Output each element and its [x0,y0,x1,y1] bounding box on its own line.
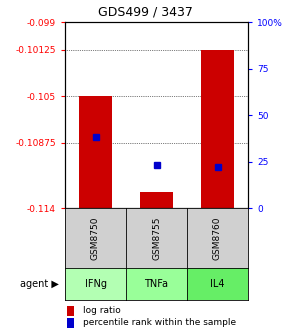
Text: agent ▶: agent ▶ [20,279,59,289]
Text: percentile rank within the sample: percentile rank within the sample [83,319,236,328]
Bar [140,192,173,208]
Text: GSM8760: GSM8760 [213,216,222,260]
Text: GSM8750: GSM8750 [91,216,100,260]
Text: log ratio: log ratio [83,306,120,316]
Text: GDS499 / 3437: GDS499 / 3437 [97,5,193,18]
Text: TNFa: TNFa [144,279,168,289]
Bar [79,96,112,208]
Text: IFNg: IFNg [84,279,106,289]
Text: IL4: IL4 [210,279,225,289]
Text: GSM8755: GSM8755 [152,216,161,260]
Bar [201,50,234,208]
